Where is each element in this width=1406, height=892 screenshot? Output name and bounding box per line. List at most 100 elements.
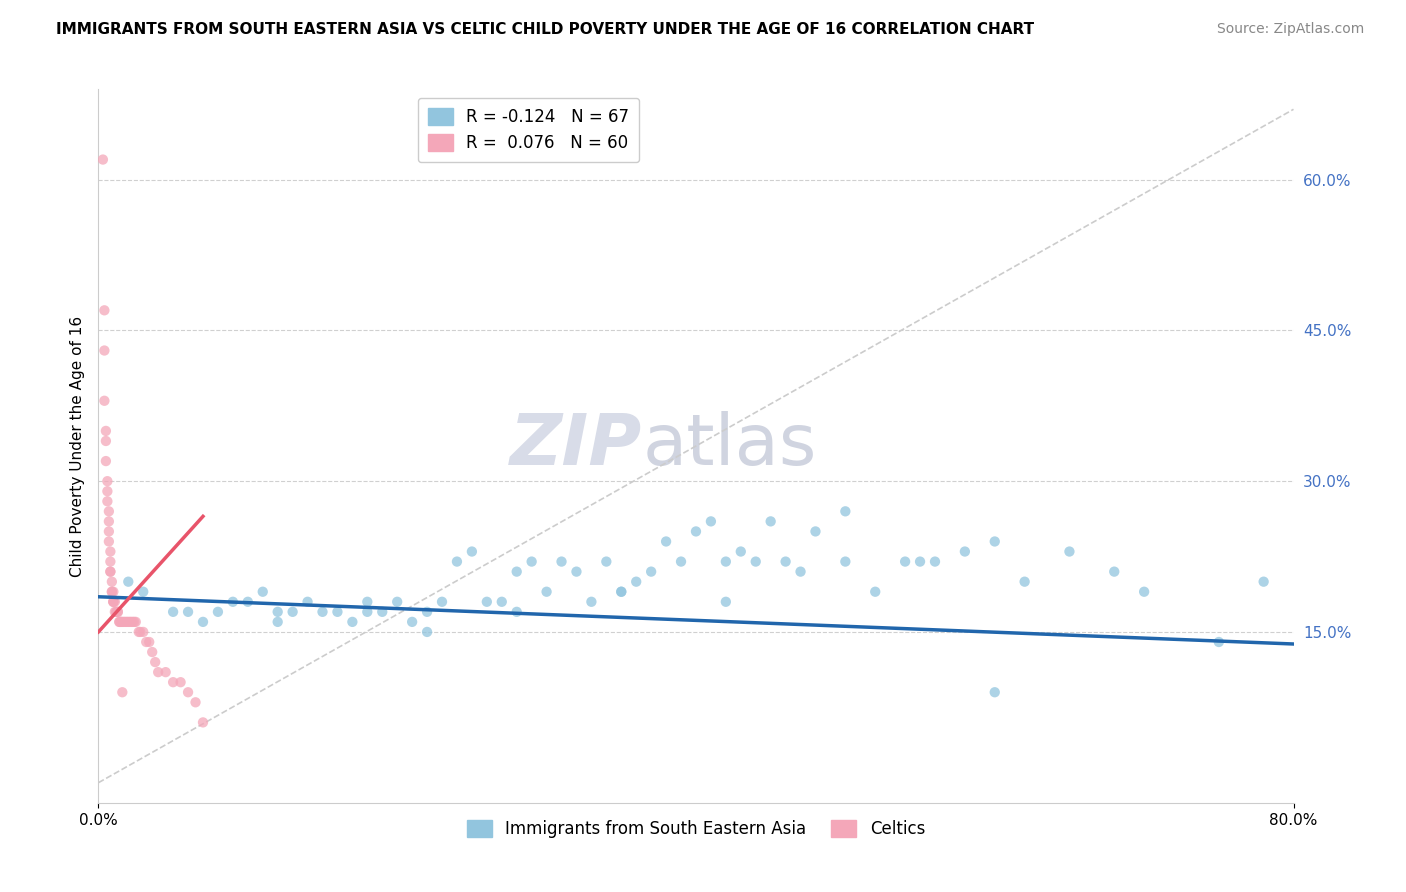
Point [93,303,115,318]
Point [94,434,117,448]
Point [267,605,290,619]
Point [120,615,142,629]
Point [461,544,484,558]
Point [94,454,117,468]
Point [475,595,498,609]
Point [111,615,134,629]
Point [655,534,678,549]
Point [107,605,129,619]
Text: IMMIGRANTS FROM SOUTH EASTERN ASIA VS CELTIC CHILD POVERTY UNDER THE AGE OF 16 C: IMMIGRANTS FROM SOUTH EASTERN ASIA VS CE… [56,22,1035,37]
Point [491,595,513,609]
Point [162,605,184,619]
Point [115,615,138,629]
Point [94,424,117,438]
Point [112,615,135,629]
Point [984,685,1007,699]
Point [118,615,141,629]
Point [953,544,976,558]
Point [581,595,603,609]
Point [550,555,572,569]
Point [252,584,274,599]
Point [103,595,125,609]
Point [610,584,633,599]
Point [640,565,662,579]
Point [111,685,134,699]
Point [97,504,120,518]
Point [714,555,737,569]
Point [104,595,127,609]
Point [103,595,125,609]
Point [207,605,229,619]
Point [1014,574,1036,589]
Point [908,555,931,569]
Point [311,605,333,619]
Point [105,605,128,619]
Point [401,615,423,629]
Point [143,655,166,669]
Point [103,595,125,609]
Point [565,565,588,579]
Point [108,615,131,629]
Point [162,675,184,690]
Point [626,574,648,589]
Point [1133,584,1156,599]
Point [924,555,946,569]
Point [177,605,200,619]
Point [669,555,692,569]
Point [446,555,468,569]
Point [326,605,349,619]
Point [114,615,136,629]
Point [745,555,768,569]
Point [129,624,152,639]
Point [267,615,290,629]
Point [506,565,529,579]
Point [132,624,155,639]
Point [342,615,364,629]
Point [1208,635,1230,649]
Point [138,635,160,649]
Point [91,153,114,167]
Point [385,595,409,609]
Point [984,534,1007,549]
Text: atlas: atlas [643,411,817,481]
Point [93,393,115,408]
Text: ZIP: ZIP [510,411,643,481]
Point [98,544,122,558]
Point [141,645,163,659]
Point [101,584,124,599]
Point [281,605,304,619]
Point [148,665,170,680]
Point [356,595,378,609]
Point [789,565,811,579]
Point [124,615,146,629]
Point [610,584,633,599]
Point [536,584,558,599]
Point [108,615,131,629]
Point [184,695,207,709]
Point [98,565,122,579]
Point [1059,544,1081,558]
Point [177,685,200,699]
Legend: Immigrants from South Eastern Asia, Celtics: Immigrants from South Eastern Asia, Celt… [460,813,932,845]
Point [101,574,124,589]
Point [700,515,723,529]
Point [117,615,139,629]
Point [97,524,120,539]
Point [191,615,214,629]
Point [101,584,124,599]
Point [894,555,917,569]
Point [775,555,797,569]
Y-axis label: Child Poverty Under the Age of 16: Child Poverty Under the Age of 16 [69,316,84,576]
Point [356,605,378,619]
Point [804,524,827,539]
Point [97,534,120,549]
Point [98,565,122,579]
Point [125,615,148,629]
Point [520,555,543,569]
Point [714,595,737,609]
Point [103,584,125,599]
Point [759,515,782,529]
Point [96,484,118,499]
Point [105,605,128,619]
Point [104,605,127,619]
